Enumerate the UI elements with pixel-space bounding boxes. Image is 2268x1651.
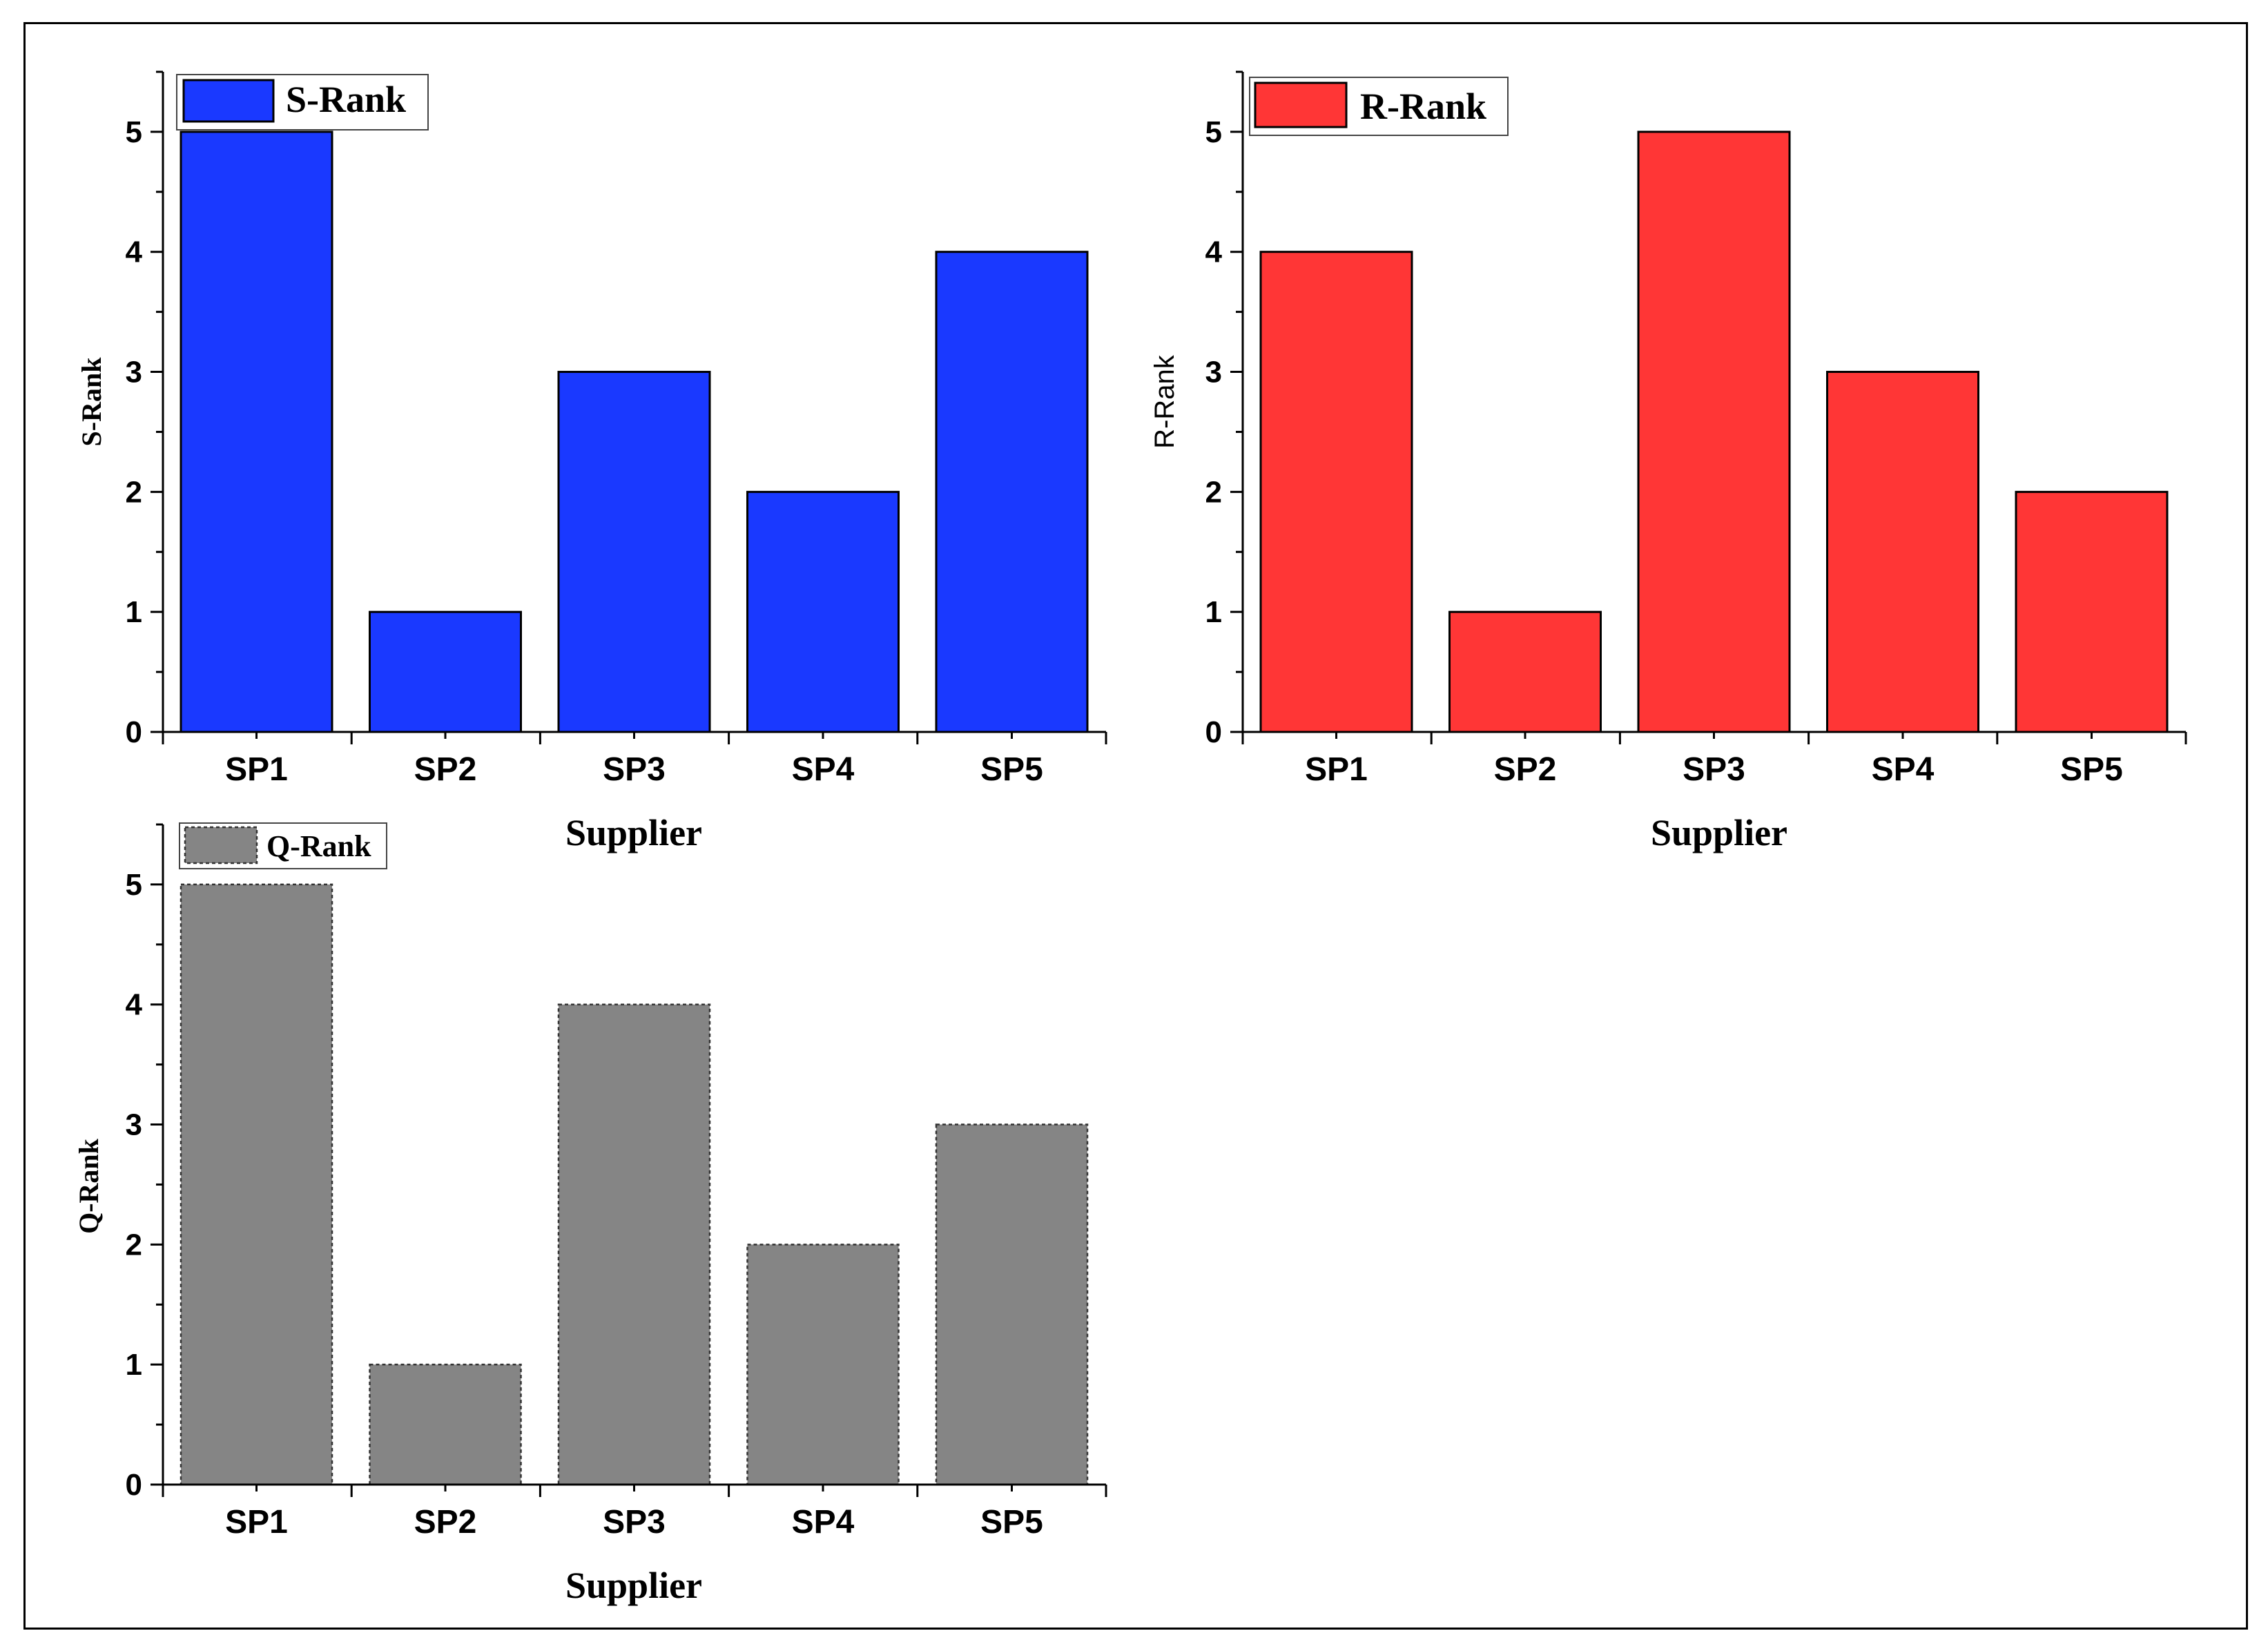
- chart-2-legend: R-Rank: [1249, 77, 1509, 136]
- chart-1-ytick-label-1: 1: [126, 595, 142, 629]
- chart-2-legend-label: R-Rank: [1360, 86, 1486, 127]
- chart-1-ytick-label-4: 4: [126, 235, 143, 269]
- chart-1-bar-SP5: [935, 251, 1089, 733]
- chart-3-group: 0 1 2 3 4 5 SP1 SP2 SP3 SP4 SP5 Supplier Q-Rank Q-Ran…: [73, 822, 1107, 1606]
- chart-2-x-axis-label: Supplier: [1651, 812, 1787, 853]
- chart-3-bar-SP3: [557, 1003, 711, 1486]
- chart-2-bar-SP3: [1637, 131, 1791, 733]
- chart-1-group: 0 1 2 3 4 5 SP1 SP2 SP3 SP4 SP5 Supplier S-Rank S-Ran…: [76, 70, 1107, 853]
- chart-3-legend-label: Q-Rank: [266, 829, 371, 863]
- chart-1-bar-SP1: [180, 131, 333, 733]
- chart-3-ytick-label-0: 0: [126, 1468, 142, 1502]
- chart-2-bar-SP4: [1826, 371, 1979, 733]
- chart-3-xtick-label-SP4: SP4: [792, 1504, 855, 1541]
- chart-1-legend-swatch: [182, 79, 275, 123]
- chart-1-x-axis-label: Supplier: [565, 812, 702, 853]
- chart-3-bar-SP2: [369, 1363, 522, 1486]
- chart-2-group: 0 1 2 3 4 5 SP1 SP2 SP3 SP4 SP5 Supplier R-Rank R-Ran…: [1150, 70, 2187, 853]
- chart-1-ytick-label-0: 0: [126, 715, 142, 749]
- chart-3-bar-SP4: [746, 1244, 900, 1486]
- chart-3-ytick-label-4: 4: [126, 988, 143, 1022]
- chart-3-ytick-label-3: 3: [126, 1108, 142, 1142]
- chart-2-ytick-label-0: 0: [1205, 715, 1222, 749]
- chart-2-bar-SP5: [2015, 490, 2169, 733]
- chart-3-y-axis-label: Q-Rank: [73, 1138, 104, 1234]
- chart-1-bar-SP4: [746, 490, 900, 733]
- chart-1-xtick-label-SP1: SP1: [225, 751, 288, 788]
- chart-1-bar-SP2: [369, 610, 522, 733]
- chart-3-ytick-label-1: 1: [126, 1348, 142, 1382]
- chart-3-ytick-label-2: 2: [126, 1228, 142, 1262]
- chart-3-xtick-label-SP3: SP3: [603, 1504, 666, 1541]
- chart-2-xtick-label-SP2: SP2: [1494, 751, 1557, 788]
- chart-2-xtick-label-SP3: SP3: [1683, 751, 1745, 788]
- chart-1-ytick-label-5: 5: [126, 115, 142, 149]
- chart-2-ytick-label-3: 3: [1205, 356, 1222, 389]
- chart-2-xtick-label-SP4: SP4: [1872, 751, 1935, 788]
- chart-3-bar-SP1: [180, 883, 333, 1486]
- figure-frame: [23, 22, 2248, 1630]
- chart-1-ytick-label-3: 3: [126, 356, 142, 389]
- chart-3-xtick-label-SP2: SP2: [414, 1504, 477, 1541]
- chart-2-xtick-label-SP5: SP5: [2060, 751, 2123, 788]
- chart-2-legend-swatch: [1254, 81, 1348, 128]
- chart-2-xtick-label-SP1: SP1: [1305, 751, 1368, 788]
- chart-2-ytick-label-2: 2: [1205, 475, 1222, 509]
- chart-1-xtick-label-SP2: SP2: [414, 751, 477, 788]
- chart-2-bar-SP1: [1259, 251, 1413, 733]
- chart-2-ytick-label-1: 1: [1205, 595, 1222, 629]
- chart-1-legend: S-Rank: [176, 74, 429, 131]
- chart-1-legend-label: S-Rank: [286, 79, 406, 120]
- chart-1-bar-SP3: [557, 371, 711, 733]
- chart-3-xtick-label-SP5: SP5: [980, 1504, 1043, 1541]
- chart-1-ytick-label-2: 2: [126, 475, 142, 509]
- chart-1-xtick-label-SP4: SP4: [792, 751, 855, 788]
- chart-3-bar-SP5: [935, 1123, 1089, 1486]
- chart-3-xtick-label-SP1: SP1: [225, 1504, 288, 1541]
- chart-1-xtick-label-SP5: SP5: [980, 751, 1043, 788]
- chart-3-x-axis-label: Supplier: [565, 1565, 702, 1606]
- chart-1-y-axis-label: S-Rank: [76, 357, 107, 447]
- chart-1-xtick-label-SP3: SP3: [603, 751, 666, 788]
- chart-2-ytick-label-4: 4: [1205, 235, 1223, 269]
- chart-2-y-axis-label: R-Rank: [1150, 354, 1180, 449]
- chart-3-legend-swatch: [184, 826, 258, 865]
- chart-3-legend: Q-Rank: [179, 822, 387, 869]
- chart-2-bar-SP2: [1448, 610, 1602, 733]
- chart-3-ytick-label-5: 5: [126, 868, 142, 902]
- chart-2-ytick-label-5: 5: [1205, 115, 1222, 149]
